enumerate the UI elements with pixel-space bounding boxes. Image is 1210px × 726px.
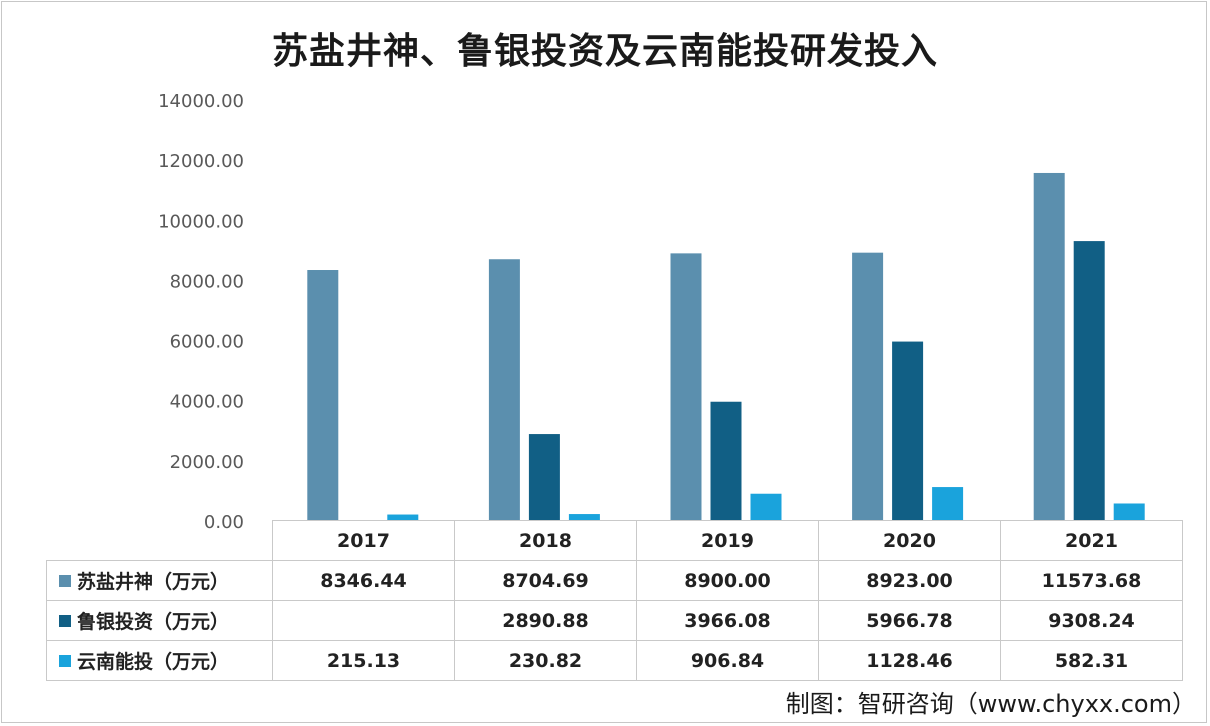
data-label: 215.13 bbox=[272, 640, 455, 681]
legend-swatch bbox=[59, 574, 71, 587]
data-label: 11573.68 bbox=[1000, 560, 1183, 601]
y-tick-label: 12000.00 bbox=[158, 151, 244, 172]
table-row: 云南能投（万元） 215.13 230.82 906.84 1128.46 582.31 bbox=[46, 640, 1183, 681]
source-credit: 制图：智研咨询（www.chyxx.com） bbox=[785, 690, 1196, 718]
bar-1-2020 bbox=[852, 252, 884, 521]
bars bbox=[307, 172, 1145, 522]
data-label: 1128.46 bbox=[818, 640, 1001, 681]
bar-3-2017 bbox=[387, 514, 419, 521]
bar-3-2020 bbox=[932, 487, 964, 521]
x-tick-label: 2020 bbox=[818, 520, 1001, 561]
legend-entry: 鲁银投资（万元） bbox=[46, 600, 273, 641]
data-label: 3966.08 bbox=[636, 600, 819, 641]
table-corner bbox=[46, 520, 273, 561]
x-tick-label: 2017 bbox=[272, 520, 455, 561]
x-tick-label: 2021 bbox=[1000, 520, 1183, 561]
bar-1-2017 bbox=[307, 270, 339, 521]
data-label bbox=[272, 600, 455, 641]
x-tick-label: 2019 bbox=[636, 520, 819, 561]
y-tick-label: 4000.00 bbox=[170, 392, 244, 413]
bar-3-2021 bbox=[1113, 503, 1145, 521]
y-tick-label: 10000.00 bbox=[158, 211, 244, 232]
bar-1-2018 bbox=[488, 259, 520, 521]
data-label: 582.31 bbox=[1000, 640, 1183, 681]
table-row: 苏盐井神（万元） 8346.44 8704.69 8900.00 8923.00 1157… bbox=[46, 560, 1183, 601]
data-table: 2017 2018 2019 2020 2021 苏盐井神（万元） 8346.44 8704.… bbox=[46, 520, 1183, 681]
legend-swatch bbox=[59, 614, 71, 627]
data-label: 8346.44 bbox=[272, 560, 455, 601]
table-row: 鲁银投资（万元） 2890.88 3966.08 5966.78 9308.24 bbox=[46, 600, 1183, 641]
bar-2-2020 bbox=[892, 341, 924, 521]
table-header-row: 2017 2018 2019 2020 2021 bbox=[46, 520, 1183, 561]
chart-title: 苏盐井神、鲁银投资及云南能投研发投入 bbox=[271, 30, 938, 72]
series-name: 云南能投（万元） bbox=[77, 651, 230, 673]
bar-3-2019 bbox=[750, 493, 782, 521]
bar-2-2021 bbox=[1073, 241, 1105, 521]
series-name: 鲁银投资（万元） bbox=[77, 611, 230, 633]
bar-2-2018 bbox=[528, 434, 560, 521]
y-tick-label: 2000.00 bbox=[170, 452, 244, 473]
data-label: 9308.24 bbox=[1000, 600, 1183, 641]
bar-1-2019 bbox=[670, 253, 702, 521]
y-tick-label: 8000.00 bbox=[170, 271, 244, 292]
x-tick-label: 2018 bbox=[454, 520, 637, 561]
y-tick-label: 6000.00 bbox=[170, 332, 244, 353]
bar-1-2021 bbox=[1033, 172, 1065, 522]
bar-3-2018 bbox=[568, 514, 600, 521]
data-label: 906.84 bbox=[636, 640, 819, 681]
legend-entry: 云南能投（万元） bbox=[46, 640, 273, 681]
data-label: 2890.88 bbox=[454, 600, 637, 641]
legend-swatch bbox=[59, 654, 71, 667]
data-label: 8923.00 bbox=[818, 560, 1001, 601]
data-label: 8704.69 bbox=[454, 560, 637, 601]
y-tick-label: 14000.00 bbox=[158, 91, 244, 112]
bar-2-2019 bbox=[710, 401, 742, 521]
series-name: 苏盐井神（万元） bbox=[77, 571, 230, 593]
data-label: 5966.78 bbox=[818, 600, 1001, 641]
data-label: 230.82 bbox=[454, 640, 637, 681]
y-axis: 0.002000.004000.006000.008000.0010000.00… bbox=[158, 91, 244, 533]
data-label: 8900.00 bbox=[636, 560, 819, 601]
legend-entry: 苏盐井神（万元） bbox=[46, 560, 273, 601]
